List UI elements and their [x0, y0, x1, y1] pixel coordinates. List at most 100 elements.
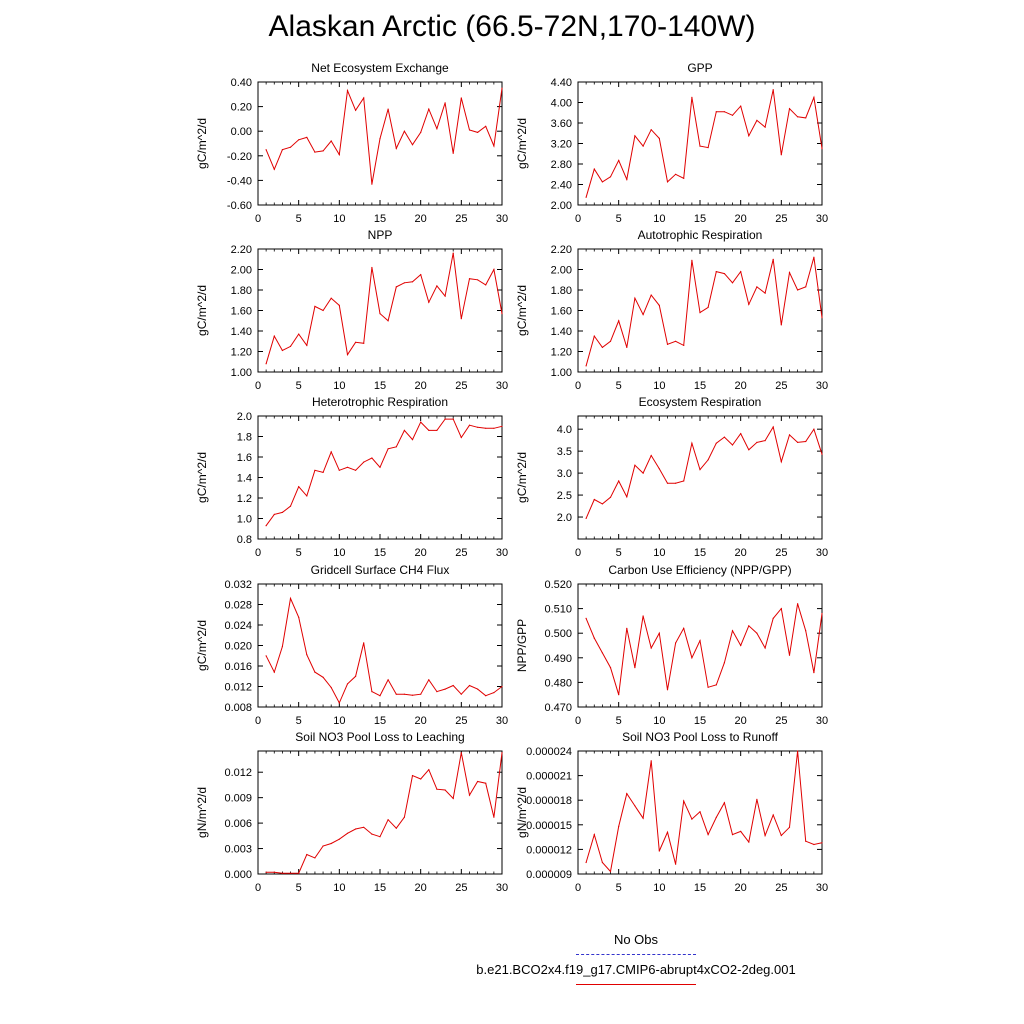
data-point [756, 798, 758, 801]
data-point [306, 853, 308, 856]
data-point [609, 496, 612, 498]
y-tick-label: 0.000018 [526, 795, 572, 807]
data-point [298, 486, 300, 488]
x-tick-label: 20 [415, 547, 427, 559]
data-point [436, 691, 438, 693]
data-point [593, 834, 595, 836]
data-point [740, 644, 742, 647]
data-point [650, 294, 652, 296]
y-tick-label: 1.0 [237, 514, 252, 526]
data-point [493, 427, 495, 429]
data-point [601, 346, 604, 348]
data-point [444, 688, 446, 690]
data-point [363, 97, 365, 99]
data-point [379, 695, 381, 697]
y-axis-label: gC/m^2/d [515, 452, 529, 503]
data-point [485, 427, 487, 429]
data-point [281, 149, 283, 151]
data-point [585, 196, 587, 198]
data-point [403, 429, 405, 431]
x-tick-label: 30 [816, 380, 828, 392]
x-tick-label: 30 [496, 715, 508, 727]
data-point [379, 836, 381, 838]
data-point [306, 344, 308, 346]
data-point [355, 341, 357, 343]
x-tick-label: 0 [255, 715, 261, 727]
y-tick-label: 0.40 [231, 77, 252, 89]
data-point [797, 441, 799, 443]
data-point [813, 428, 815, 430]
data-point [428, 679, 430, 681]
data-point [338, 469, 340, 471]
data-point [666, 181, 669, 183]
data-point [355, 469, 357, 471]
data-point [764, 292, 766, 294]
y-tick-label: 2.0 [237, 411, 252, 423]
y-tick-label: 0.024 [224, 620, 252, 632]
data-point [772, 258, 774, 260]
y-tick-label: 0.008 [224, 702, 252, 714]
y-tick-label: 0.000 [224, 869, 252, 881]
y-tick-label: 3.0 [557, 468, 572, 480]
data-point [403, 693, 405, 695]
y-tick-label: 2.00 [551, 200, 572, 212]
x-tick-label: 30 [496, 380, 508, 392]
figure-title: Alaskan Arctic (66.5-72N,170-140W) [268, 10, 756, 43]
data-point [740, 433, 742, 435]
x-tick-label: 10 [333, 380, 345, 392]
x-tick-label: 20 [415, 715, 427, 727]
y-tick-label: 0.470 [544, 702, 572, 714]
data-point [813, 672, 815, 674]
y-tick-label: 1.80 [231, 285, 252, 297]
data-point [273, 513, 275, 516]
data-point [731, 834, 734, 836]
data-point [371, 691, 373, 693]
data-point [298, 616, 300, 618]
y-tick-label: 0.020 [224, 641, 252, 653]
x-tick-label: 20 [415, 213, 427, 225]
data-point [338, 304, 340, 306]
panel-title: Carbon Use Efficiency (NPP/GPP) [608, 563, 791, 577]
data-point [626, 793, 628, 795]
data-point [444, 789, 446, 791]
data-point [772, 814, 774, 816]
plot-frame [257, 248, 503, 373]
data-point [707, 459, 709, 461]
data-point [642, 472, 644, 474]
y-tick-label: 1.2 [237, 493, 252, 505]
data-point [338, 702, 340, 704]
data-point [691, 818, 693, 820]
panel-title: Soil NO3 Pool Loss to Runoff [622, 730, 779, 744]
panel-title: Net Ecosystem Exchange [311, 61, 449, 75]
data-point [387, 679, 389, 681]
data-point [764, 647, 766, 649]
y-axis-label: gN/m^2/d [515, 787, 529, 838]
data-point [626, 178, 628, 180]
data-point [756, 119, 758, 121]
x-tick-label: 0 [575, 715, 581, 727]
y-tick-label: 0.012 [224, 682, 252, 694]
panel-2: GPP gC/m^2/d 0 5 10 15 20 25 30 2.00 2.40 2.80 3.20 3… [515, 61, 828, 225]
panel-5: Heterotrophic Respiration gC/m^2/d 0 5 10 15 2… [195, 395, 508, 559]
data-point [707, 834, 709, 836]
data-point [501, 87, 503, 89]
y-tick-label: 0.028 [224, 600, 252, 612]
data-point [723, 273, 726, 275]
data-point [780, 154, 782, 156]
data-point [273, 335, 275, 337]
data-point [797, 603, 799, 605]
data-point [683, 344, 685, 346]
data-point [593, 168, 595, 170]
series-line [585, 89, 823, 198]
data-point [444, 418, 446, 420]
y-tick-label: 1.8 [237, 432, 252, 444]
data-point [805, 440, 807, 443]
panel-title: Ecosystem Respiration [639, 395, 762, 409]
data-point [355, 675, 357, 677]
series-line [585, 425, 823, 519]
x-tick-label: 0 [575, 882, 581, 894]
data-point [346, 354, 349, 356]
data-point [748, 449, 750, 451]
y-tick-label: 2.00 [231, 265, 252, 277]
